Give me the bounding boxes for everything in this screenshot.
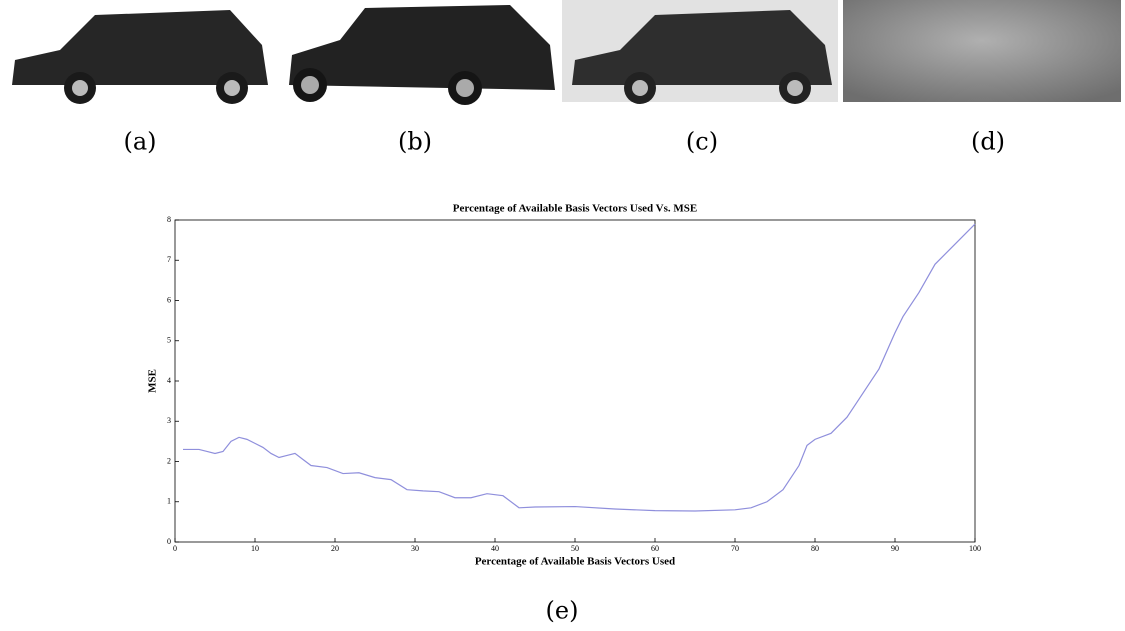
x-tick-label: 40 bbox=[491, 544, 499, 553]
y-tick-label: 6 bbox=[167, 295, 171, 304]
x-tick-label: 80 bbox=[811, 544, 819, 553]
y-tick-label: 8 bbox=[167, 215, 171, 224]
x-tick-label: 90 bbox=[891, 544, 899, 553]
panel-label: (e) bbox=[546, 597, 579, 625]
x-tick-label: 70 bbox=[731, 544, 739, 553]
y-tick-label: 3 bbox=[167, 416, 171, 425]
x-tick-label: 10 bbox=[251, 544, 259, 553]
y-tick-label: 1 bbox=[167, 497, 171, 506]
image-c bbox=[562, 0, 838, 104]
y-tick-label: 2 bbox=[167, 456, 171, 465]
y-tick-label: 0 bbox=[167, 537, 171, 546]
figure: (a) (b) (c) (d) (e) Percentage of Availa… bbox=[0, 0, 1125, 631]
y-tick-label: 4 bbox=[167, 376, 171, 385]
x-tick-label: 60 bbox=[651, 544, 659, 553]
x-tick-label: 0 bbox=[173, 544, 177, 553]
x-axis-label: Percentage of Available Basis Vectors Us… bbox=[475, 556, 675, 568]
panel-label: (a) bbox=[123, 128, 156, 156]
panel-label: (d) bbox=[971, 128, 1005, 156]
chart-title: Percentage of Available Basis Vectors Us… bbox=[453, 203, 697, 215]
plot-frame bbox=[175, 220, 975, 542]
panel-label: (c) bbox=[686, 128, 718, 156]
x-tick-label: 30 bbox=[411, 544, 419, 553]
data-line bbox=[183, 224, 975, 511]
x-tick-label: 100 bbox=[969, 544, 981, 553]
image-a bbox=[5, 0, 270, 104]
y-tick-label: 7 bbox=[167, 255, 171, 264]
panel-label: (b) bbox=[398, 128, 432, 156]
y-axis-label: MSE bbox=[147, 369, 159, 393]
x-tick-label: 20 bbox=[331, 544, 339, 553]
y-tick-label: 5 bbox=[167, 336, 171, 345]
x-tick-label: 50 bbox=[571, 544, 579, 553]
image-b bbox=[287, 0, 555, 105]
image-d bbox=[843, 0, 1121, 102]
